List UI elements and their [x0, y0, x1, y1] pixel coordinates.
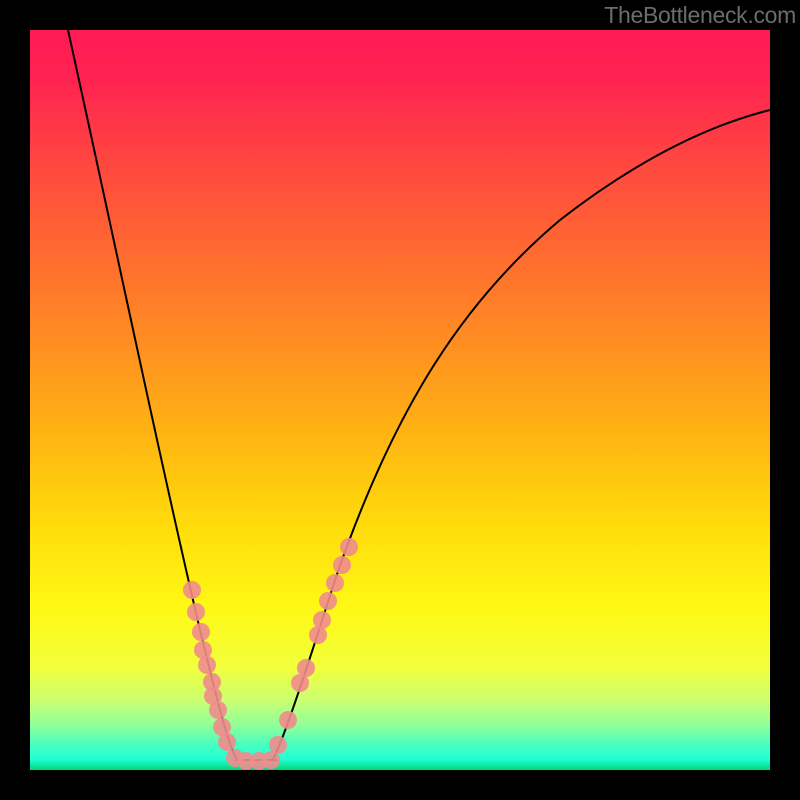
data-point [319, 592, 337, 610]
data-point [333, 556, 351, 574]
data-point [183, 581, 201, 599]
data-point [269, 736, 287, 754]
bottleneck-chart [0, 0, 800, 800]
data-point [218, 733, 236, 751]
data-point [198, 656, 216, 674]
data-point [209, 701, 227, 719]
figure-container: TheBottleneck.com [0, 0, 800, 800]
data-point [326, 574, 344, 592]
data-point [192, 623, 210, 641]
data-point [187, 603, 205, 621]
data-point [297, 659, 315, 677]
gradient-background [30, 30, 770, 770]
data-point [340, 538, 358, 556]
data-point [313, 611, 331, 629]
data-point [279, 711, 297, 729]
watermark-label: TheBottleneck.com [604, 2, 796, 29]
